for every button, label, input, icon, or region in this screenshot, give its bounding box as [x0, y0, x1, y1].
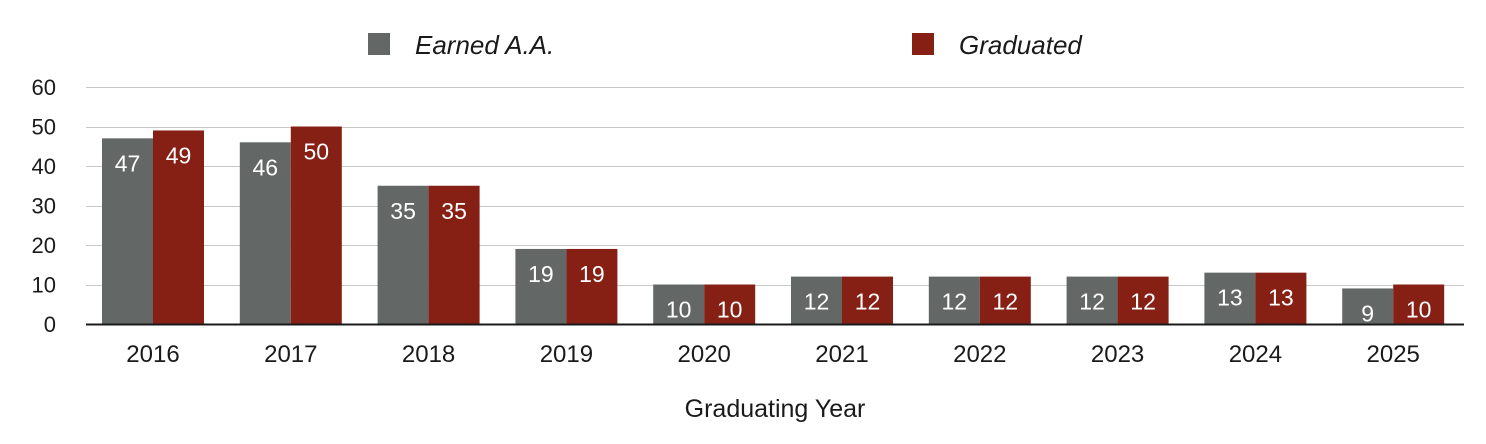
data-label-graduated-2018: 35: [441, 198, 467, 224]
bar-graduated-2022: [979, 276, 1031, 324]
y-tick-label-50: 50: [32, 115, 56, 140]
bar-earned-a-a-2023: [1066, 276, 1118, 324]
x-tick-label-2018: 2018: [402, 341, 455, 368]
legend-label-graduated: Graduated: [959, 30, 1083, 60]
bar-graduated-2016: [153, 130, 204, 324]
bar-graduated-2024: [1255, 272, 1307, 324]
legend-label-earned-aa: Earned A.A.: [415, 30, 554, 60]
x-tick-label-2016: 2016: [126, 341, 179, 368]
bar-earned-a-a-2024: [1204, 272, 1256, 324]
legend-swatch-earned-aa: [368, 33, 390, 55]
y-tick-label-60: 60: [32, 75, 56, 100]
x-axis-title: Graduating Year: [685, 395, 866, 423]
data-label-earned-a-a-2025: 9: [1361, 300, 1374, 326]
data-label-earned-a-a-2018: 35: [390, 198, 416, 224]
data-label-graduated-2022: 12: [993, 289, 1019, 315]
y-tick-label-10: 10: [32, 273, 56, 298]
bar-earned-a-a-2019: [515, 248, 567, 324]
x-tick-label-2022: 2022: [953, 341, 1006, 368]
x-tick-label-2023: 2023: [1091, 341, 1144, 368]
x-tick-label-2021: 2021: [815, 341, 868, 368]
y-axis-ticks: 0 10 20 30 40 50 60: [32, 75, 56, 337]
bar-earned-a-a-2016: [102, 138, 153, 324]
bar-graduated-2023: [1117, 276, 1169, 324]
data-label-earned-a-a-2017: 46: [253, 154, 279, 180]
data-label-graduated-2016: 49: [166, 142, 192, 168]
data-label-earned-a-a-2016: 47: [115, 150, 141, 176]
x-axis-ticks: 2016 2017 2018 2019 2020 2021 2022 2023 2024 2025: [126, 341, 1420, 368]
data-label-earned-a-a-2024: 13: [1217, 285, 1243, 311]
legend-swatch-graduated: [912, 33, 934, 55]
bar-graduated-2017: [290, 126, 342, 324]
data-label-earned-a-a-2021: 12: [804, 289, 830, 315]
data-label-graduated-2021: 12: [855, 289, 881, 315]
data-labels: 47 49 46 50 35 35 19 19 10 10 12 12 12 12 12 12 13 13 9 10: [115, 139, 1432, 327]
data-label-earned-a-a-2019: 19: [528, 261, 554, 287]
data-label-graduated-2020: 10: [717, 297, 743, 323]
legend: Earned A.A. Graduated: [368, 30, 1083, 60]
bar-earned-a-a-2021: [791, 276, 842, 324]
y-tick-label-0: 0: [44, 312, 56, 337]
bar-earned-a-a-2022: [928, 276, 980, 324]
x-tick-label-2019: 2019: [540, 341, 593, 368]
x-tick-label-2024: 2024: [1229, 341, 1282, 368]
x-tick-label-2020: 2020: [678, 341, 731, 368]
data-label-graduated-2017: 50: [304, 139, 330, 165]
data-label-earned-a-a-2022: 12: [942, 289, 968, 315]
bar-earned-a-a-2017: [239, 142, 291, 324]
data-label-graduated-2024: 13: [1268, 285, 1294, 311]
y-tick-label-40: 40: [32, 154, 56, 179]
x-tick-label-2017: 2017: [264, 341, 317, 368]
y-tick-label-30: 30: [32, 194, 56, 219]
y-tick-label-20: 20: [32, 233, 56, 258]
data-label-earned-a-a-2020: 10: [666, 297, 692, 323]
bars: [102, 126, 1445, 324]
bar-graduated-2025: [1393, 284, 1445, 324]
bar-graduated-2021: [842, 276, 893, 324]
bar-earned-a-a-2018: [377, 185, 429, 324]
data-label-graduated-2019: 19: [579, 261, 605, 287]
bar-graduated-2020: [704, 284, 756, 324]
bar-graduated-2019: [566, 248, 618, 324]
data-label-graduated-2025: 10: [1406, 297, 1432, 323]
bar-earned-a-a-2025: [1342, 288, 1394, 324]
bar-earned-a-a-2020: [653, 284, 705, 324]
data-label-graduated-2023: 12: [1130, 289, 1156, 315]
bar-graduated-2018: [428, 185, 480, 324]
x-tick-label-2025: 2025: [1367, 341, 1420, 368]
data-label-earned-a-a-2023: 12: [1079, 289, 1105, 315]
